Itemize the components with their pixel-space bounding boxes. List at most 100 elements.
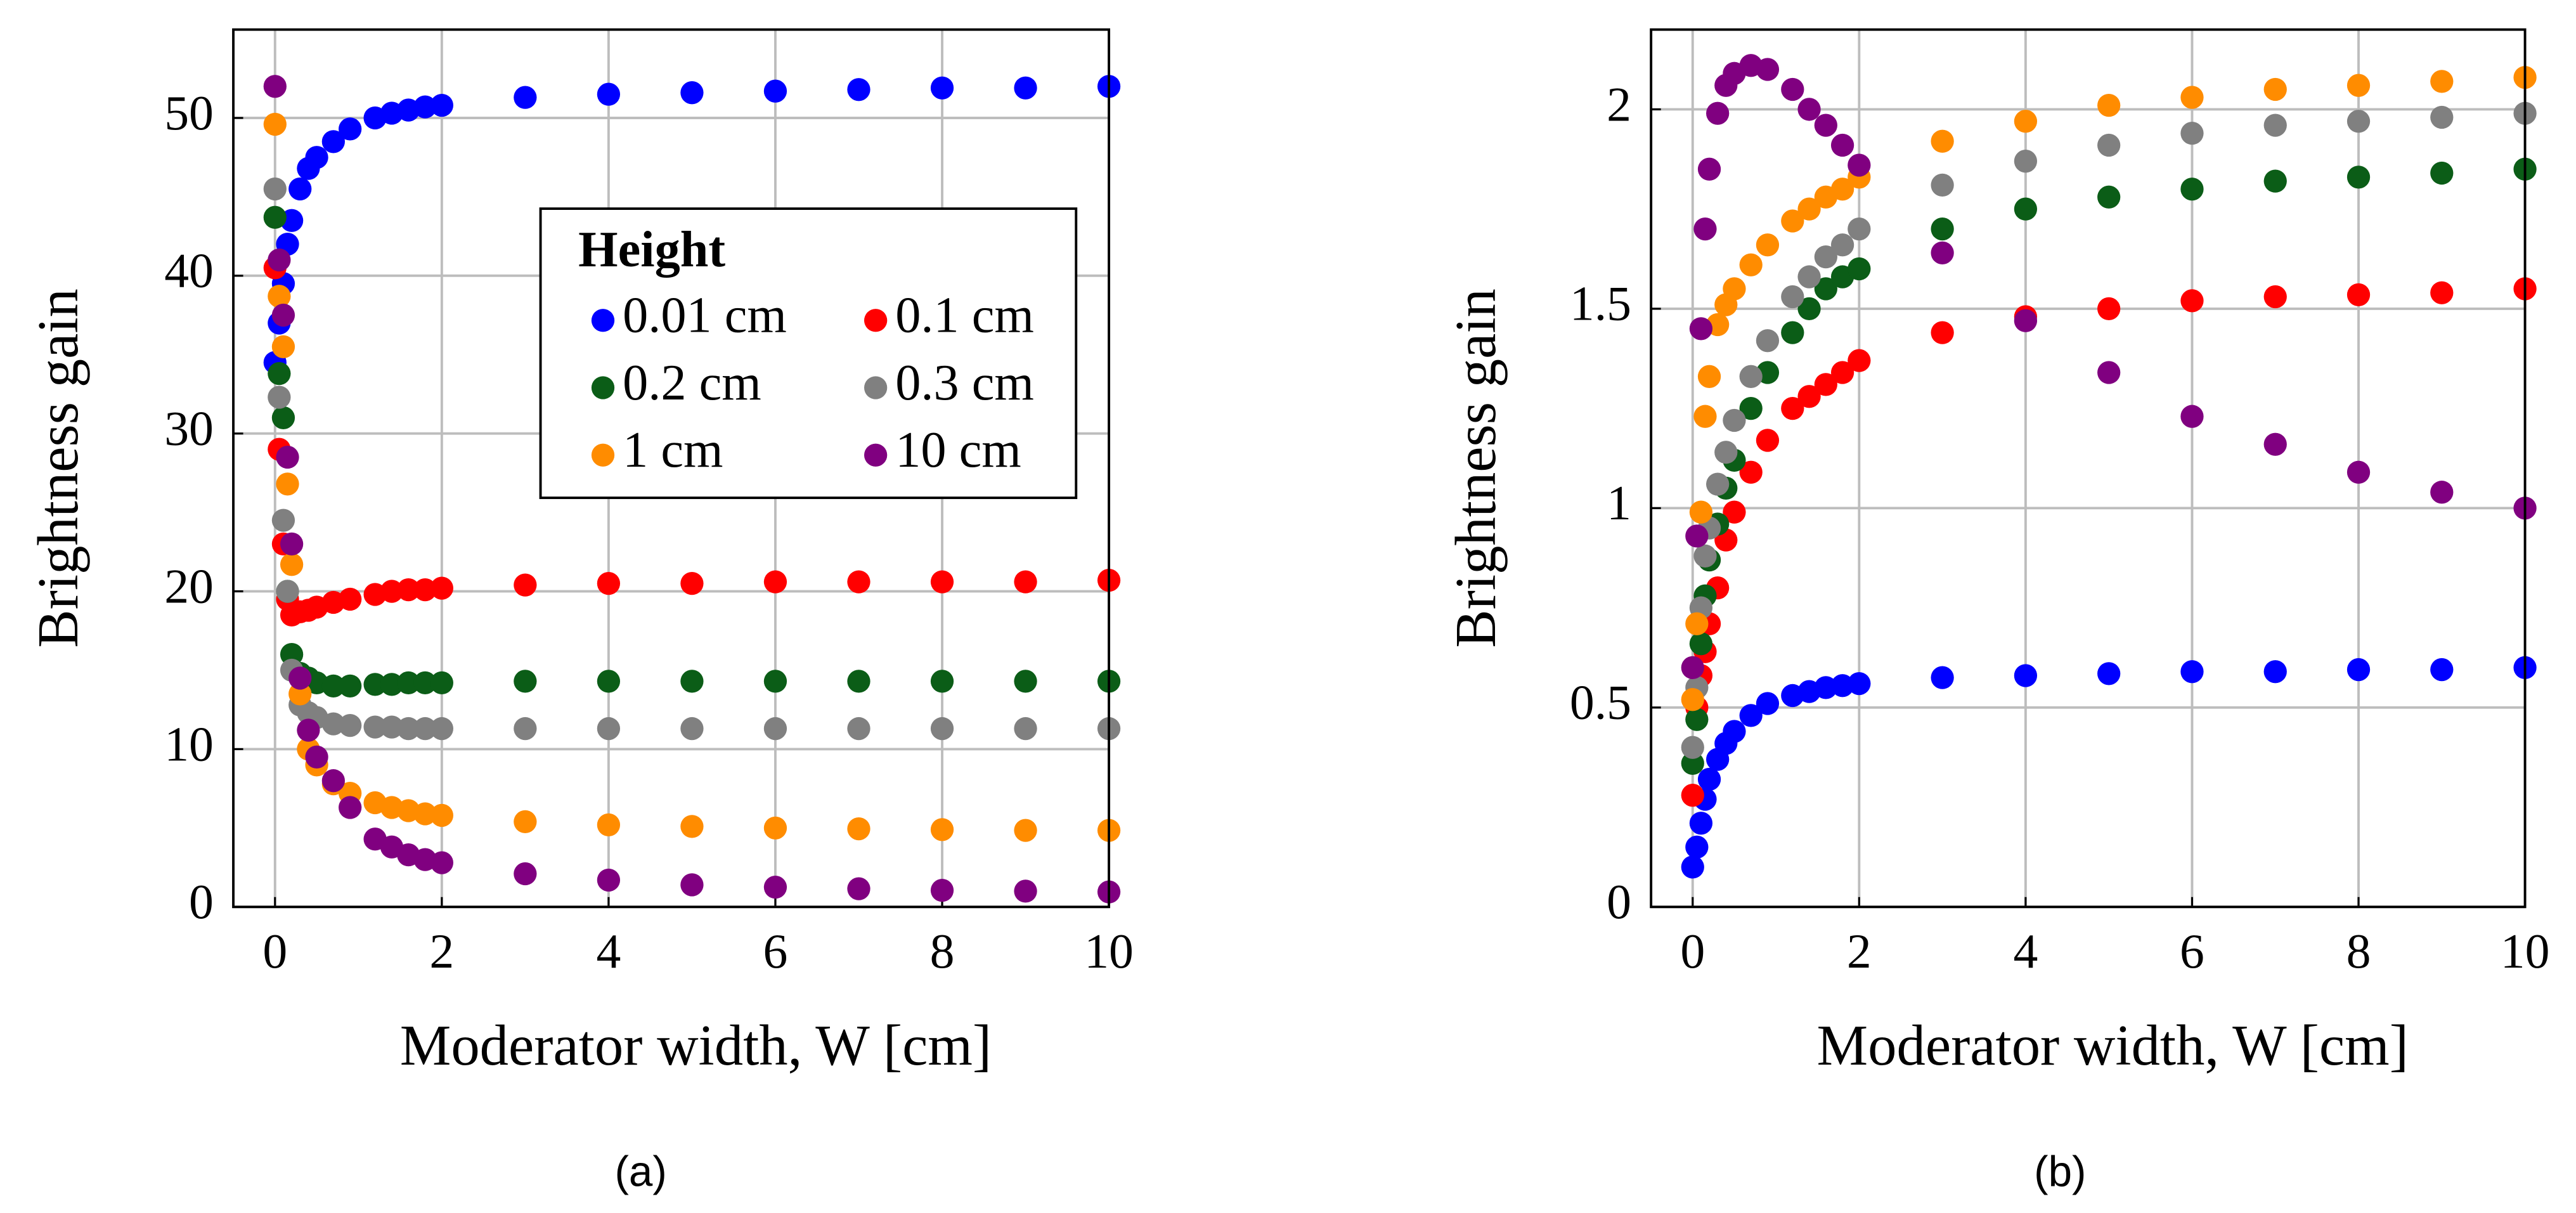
data-point — [413, 95, 437, 119]
data-point — [2014, 309, 2038, 332]
data-point — [597, 82, 621, 106]
data-point — [597, 717, 621, 741]
data-point — [276, 580, 299, 603]
data-point — [271, 406, 295, 429]
y-tick-label: 10 — [164, 717, 214, 771]
data-point — [430, 717, 453, 741]
data-point — [514, 717, 537, 741]
data-point — [1931, 321, 1954, 344]
data-point — [2180, 86, 2204, 109]
data-point — [263, 205, 287, 229]
data-point — [2097, 361, 2121, 384]
data-point — [339, 713, 362, 737]
data-point — [413, 802, 437, 826]
data-point — [271, 303, 295, 327]
data-point — [288, 682, 312, 706]
data-point — [2097, 133, 2121, 157]
data-point — [1848, 671, 1871, 696]
data-point — [1797, 265, 1821, 289]
legend-marker — [591, 443, 615, 467]
data-point — [413, 717, 437, 741]
data-point — [268, 386, 291, 409]
data-point — [1931, 173, 1954, 197]
data-point — [1848, 257, 1871, 281]
data-point — [1797, 385, 1821, 408]
y-tick-label: 30 — [164, 401, 214, 456]
data-point — [1797, 98, 1821, 121]
data-point — [763, 816, 787, 840]
data-point — [1814, 245, 1837, 269]
caption: (a) — [614, 1148, 666, 1195]
data-point — [2430, 105, 2454, 129]
data-point — [847, 78, 871, 101]
data-point — [1848, 217, 1871, 241]
data-point — [305, 146, 328, 169]
data-point — [1756, 233, 1780, 257]
y-tick-label: 1.5 — [1570, 276, 1631, 331]
data-point — [276, 445, 299, 469]
data-point — [930, 818, 954, 841]
data-point — [2097, 185, 2121, 209]
data-point — [380, 580, 404, 603]
data-point — [1723, 720, 1746, 743]
data-point — [1014, 570, 1037, 594]
data-point — [2014, 150, 2038, 173]
x-axis-label: Moderator width, W [cm] — [1817, 1013, 2409, 1077]
data-point — [263, 75, 287, 98]
data-point — [2263, 285, 2287, 309]
data-point — [1693, 217, 1717, 241]
x-tick-label: 8 — [930, 924, 955, 978]
data-point — [597, 670, 621, 693]
data-point — [1739, 365, 1763, 388]
data-point — [268, 362, 291, 386]
data-point — [847, 717, 871, 741]
data-point — [1681, 784, 1704, 807]
data-point — [847, 817, 871, 841]
legend-box — [539, 207, 1078, 500]
data-point — [268, 285, 291, 308]
data-point — [297, 718, 320, 742]
legend-marker — [864, 309, 888, 332]
data-point — [680, 873, 704, 897]
data-point — [276, 472, 299, 496]
x-tick-label: 10 — [2501, 924, 2550, 978]
data-point — [1689, 812, 1713, 835]
data-point — [380, 673, 404, 696]
data-point — [1681, 751, 1704, 775]
data-point — [397, 717, 420, 741]
data-point — [380, 715, 404, 739]
y-axis-label: Brightness gain — [1444, 289, 1508, 648]
x-tick-label: 6 — [763, 924, 788, 978]
data-point — [1797, 197, 1821, 221]
data-point — [271, 335, 295, 358]
legend-label: 0.3 cm — [895, 354, 1034, 411]
y-tick-label: 0 — [1607, 874, 1631, 929]
x-tick-label: 4 — [596, 924, 621, 978]
data-point — [321, 769, 345, 793]
data-point — [1756, 58, 1780, 81]
data-point — [271, 509, 295, 532]
data-point — [1714, 441, 1738, 464]
data-point — [2430, 70, 2454, 93]
data-point — [514, 86, 537, 109]
data-point — [2263, 77, 2287, 101]
data-point — [1739, 704, 1763, 727]
x-tick-label: 2 — [429, 924, 454, 978]
data-point — [321, 130, 345, 153]
data-point — [514, 810, 537, 834]
data-point — [763, 717, 787, 741]
data-point — [1693, 405, 1717, 428]
legend-title: Height — [578, 221, 725, 278]
data-point — [2430, 658, 2454, 682]
data-point — [1814, 114, 1837, 137]
data-point — [2097, 297, 2121, 321]
data-point — [2346, 460, 2371, 484]
data-point — [2346, 110, 2371, 133]
legend-label: 0.01 cm — [623, 287, 787, 344]
legend-label: 0.1 cm — [895, 287, 1034, 344]
data-point — [2014, 664, 2038, 687]
x-tick-label: 8 — [2346, 924, 2371, 978]
data-point — [321, 674, 345, 698]
